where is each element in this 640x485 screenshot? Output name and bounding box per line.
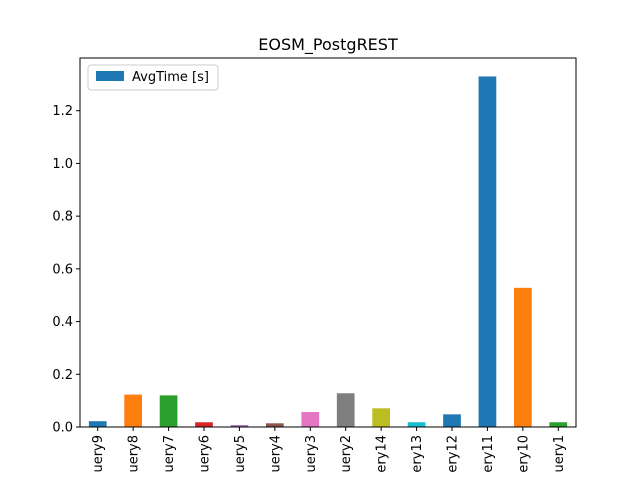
legend-label: AvgTime [s]	[132, 70, 209, 85]
x-tick-label: uery8	[127, 435, 142, 473]
axes-frame	[79, 57, 577, 428]
bar	[407, 422, 426, 427]
x-tick-label: uery1	[552, 435, 567, 473]
y-tick-label: 1.0	[52, 157, 73, 172]
bar	[230, 425, 249, 427]
bar	[336, 393, 355, 427]
plot-area: 0.0 0.2 0.4 0.6 0.8 1.0 1.2 uery9 uery8 uery7 uery…	[52, 57, 577, 473]
y-tick-label: 0.2	[52, 368, 73, 383]
x-tick-label: uery4	[268, 435, 283, 473]
bar	[301, 411, 320, 427]
x-tick-label: uery9	[91, 435, 106, 473]
x-tick-label: uery3	[304, 435, 319, 473]
bar	[372, 408, 390, 427]
bar	[266, 423, 284, 427]
bar	[159, 395, 178, 427]
y-tick-label: 0.6	[52, 262, 73, 277]
y-tick-label: 0.8	[52, 210, 73, 225]
bar	[88, 421, 107, 427]
y-tick-label: 0.0	[52, 421, 73, 436]
x-tick-label: ery10	[516, 435, 531, 473]
legend-swatch	[96, 71, 124, 81]
bar	[195, 422, 213, 427]
legend: AvgTime [s]	[87, 64, 219, 91]
x-tick-label: ery12	[446, 435, 461, 473]
x-tick-label: ery14	[375, 435, 390, 473]
bar	[549, 422, 568, 427]
bar	[514, 287, 532, 427]
chart-title: EOSM_PostgREST	[258, 35, 398, 55]
bar	[124, 394, 142, 427]
y-tick-label: 1.2	[52, 104, 73, 119]
x-tick-label: uery5	[233, 435, 248, 473]
x-tick-label: uery2	[339, 435, 354, 473]
x-tick-label: ery13	[410, 435, 425, 473]
x-tick-label: uery7	[162, 435, 177, 473]
y-tick-label: 0.4	[52, 315, 73, 330]
bar	[478, 76, 497, 427]
x-tick-label: ery11	[481, 435, 496, 473]
x-tick-label: uery6	[198, 435, 213, 473]
bar	[443, 414, 461, 427]
